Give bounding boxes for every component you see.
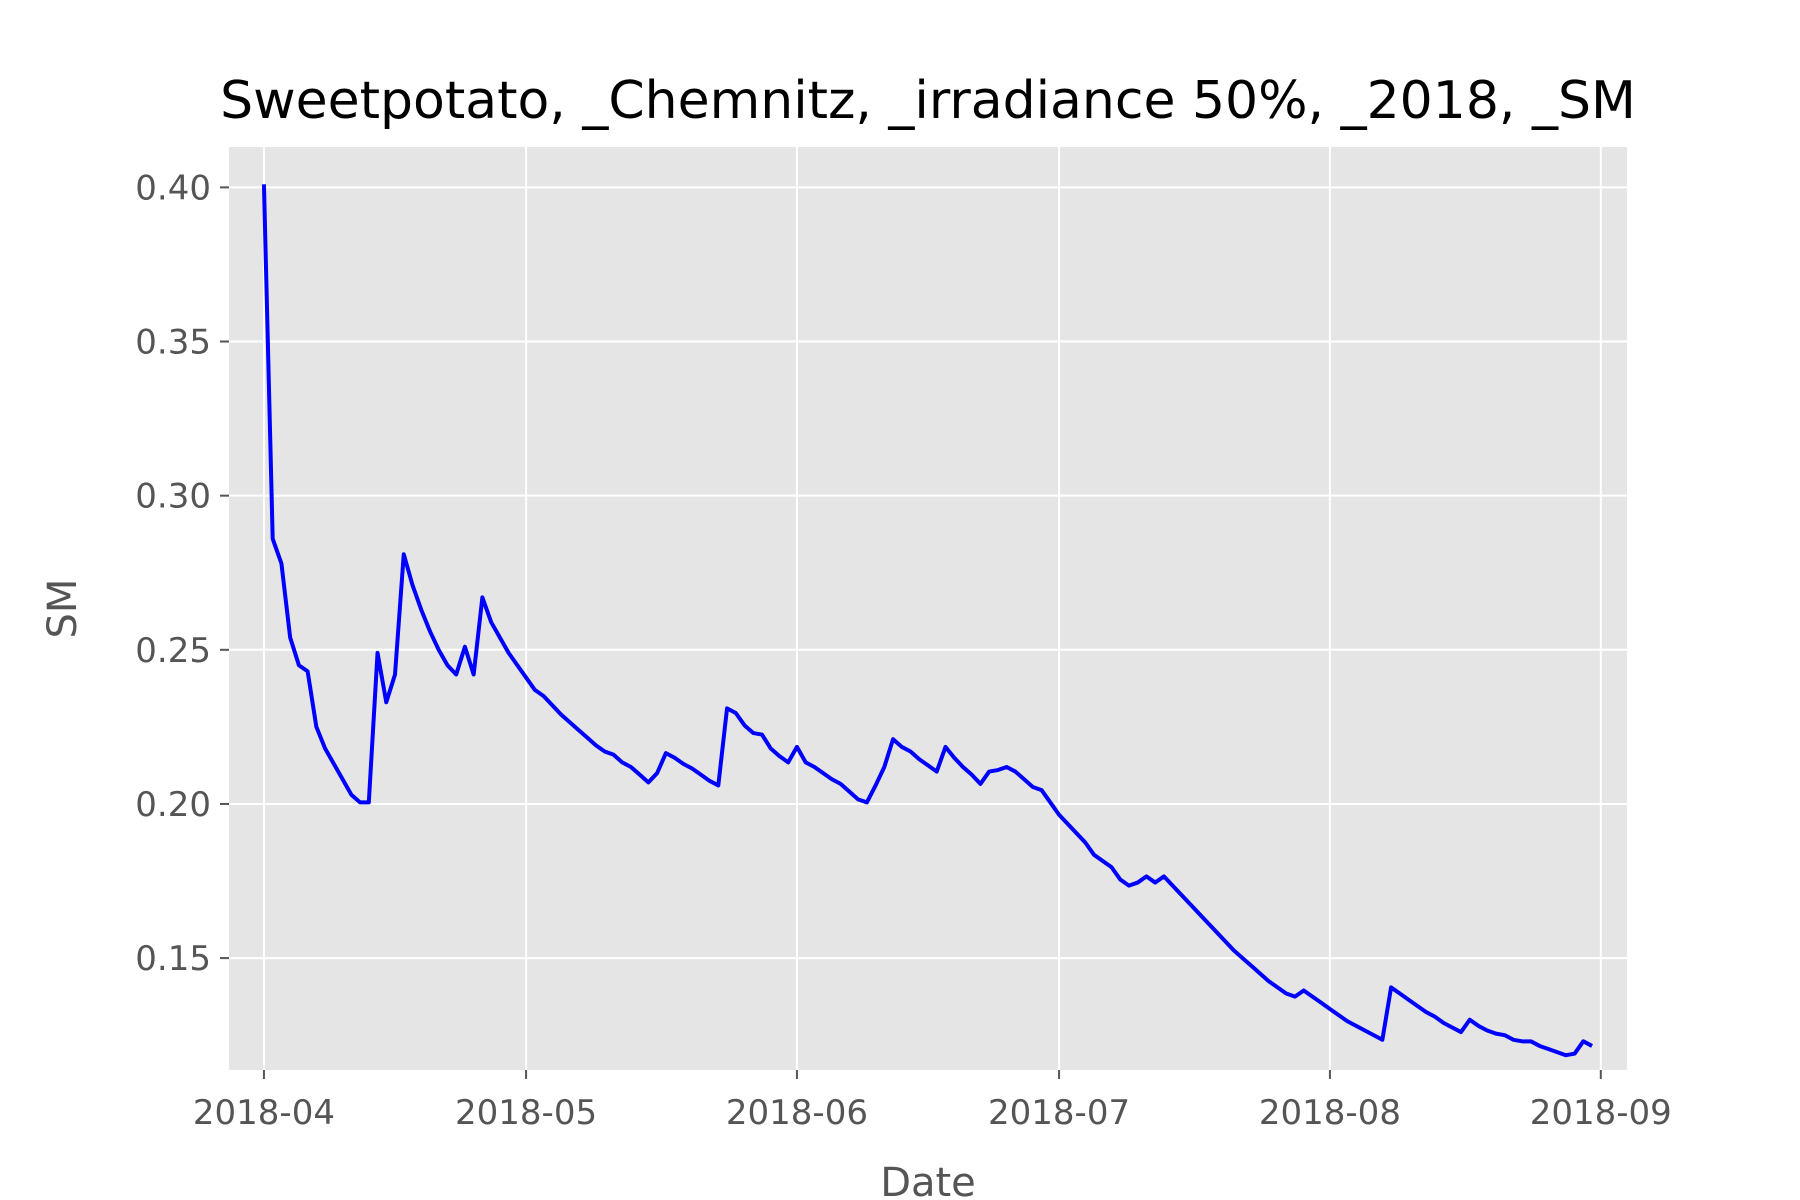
x-tick-label: 2018-08 <box>1259 1093 1401 1133</box>
series-layer <box>261 184 1593 1058</box>
x-tick-label: 2018-09 <box>1530 1093 1672 1133</box>
x-tick-label: 2018-05 <box>455 1093 597 1133</box>
y-axis-label: SM <box>40 579 86 639</box>
x-tick-label: 2018-07 <box>988 1093 1130 1133</box>
y-tick-label: 0.15 <box>135 939 211 979</box>
y-tick-label: 0.30 <box>135 477 211 517</box>
y-tick-label: 0.40 <box>135 168 211 208</box>
x-tick-label: 2018-04 <box>193 1093 335 1133</box>
y-tick-label: 0.35 <box>135 323 211 363</box>
x-tick-label: 2018-06 <box>726 1093 868 1133</box>
x-axis-label: Date <box>880 1160 976 1200</box>
chart-title: Sweetpotato, _Chemnitz, _irradiance 50%,… <box>220 71 1636 131</box>
sm-series-line <box>261 184 1593 1058</box>
plot-area <box>229 147 1627 1070</box>
y-axis: 0.15 0.20 0.25 0.30 0.35 0.40 <box>135 168 229 979</box>
x-axis: 2018-04 2018-05 2018-06 2018-07 2018-08 2018-… <box>193 1070 1672 1133</box>
y-tick-label: 0.25 <box>135 631 211 671</box>
y-tick-label: 0.20 <box>135 785 211 825</box>
